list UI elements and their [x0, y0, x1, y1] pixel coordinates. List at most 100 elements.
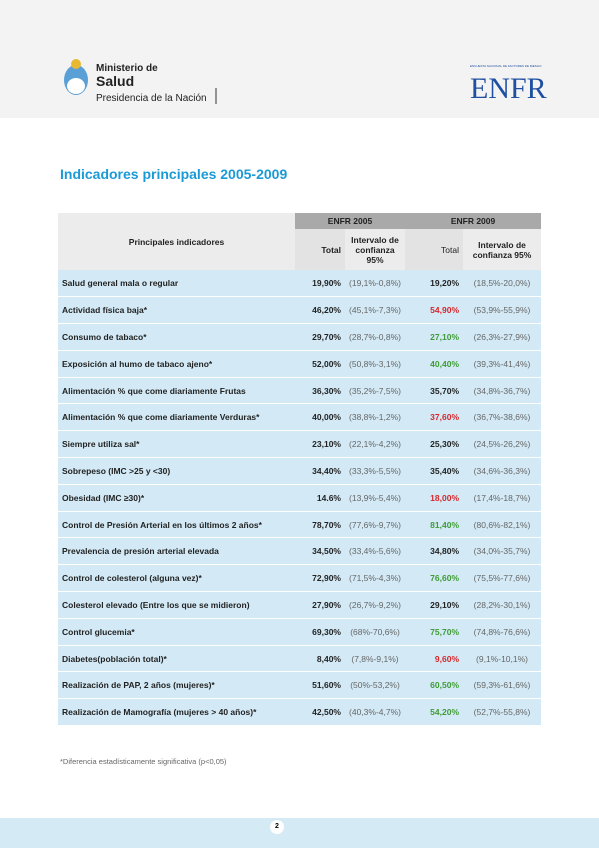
emblem-inner: [67, 78, 85, 94]
table-row: Alimentación % que come diariamente Frut…: [58, 377, 542, 405]
enfr-logo: ENFR: [470, 72, 547, 105]
indicator: Colesterol elevado (Entre los que se mid…: [58, 591, 295, 619]
ic-2005: (33,4%-5,6%): [345, 537, 406, 566]
total-2009: 27,10%: [405, 323, 464, 351]
indicator: Alimentación % que come diariamente Verd…: [58, 403, 295, 432]
total-2005: 46,20%: [295, 296, 345, 325]
table-row: Colesterol elevado (Entre los que se mid…: [58, 591, 542, 619]
indicator: Diabetes(población total)*: [58, 645, 295, 673]
total-2005: 72,90%: [295, 564, 345, 593]
ic-2009: (39,3%-41,4%): [463, 350, 542, 378]
emblem-sun: [71, 59, 81, 69]
table-row: Obesidad (IMC ≥30)* 14.6% (13,9%-5,4%) 18,0…: [58, 484, 542, 512]
ic-2009: (18,5%-20,0%): [463, 270, 542, 298]
ic-2005: (50,8%-3,1%): [345, 350, 406, 378]
group-2005: ENFR 2005: [295, 213, 406, 229]
total-2009: 18,00%: [405, 484, 464, 512]
total-2005: 8,40%: [295, 645, 345, 673]
ic-2005: (26,7%-9,2%): [345, 591, 406, 619]
indicator: Prevalencia de presión arterial elevada: [58, 537, 295, 566]
total-2009: 54,20%: [405, 698, 464, 727]
ic-2005: (22,1%-4,2%): [345, 430, 406, 459]
ic-2005: (38,8%-1,2%): [345, 403, 406, 432]
table-row: Control de colesterol (alguna vez)* 72,90…: [58, 564, 542, 593]
ic-2009: Intervalo de confianza 95%: [463, 229, 542, 270]
total-2009: 19,20%: [405, 270, 464, 298]
table-row: Prevalencia de presión arterial elevada 3…: [58, 537, 542, 566]
total-2005: 27,90%: [295, 591, 345, 619]
total-2005: 14.6%: [295, 484, 345, 512]
total-2005: 78,70%: [295, 511, 345, 539]
ic-2005: (71,5%-4,3%): [345, 564, 406, 593]
total-2009: 81,40%: [405, 511, 464, 539]
total-2009: 34,80%: [405, 537, 464, 566]
table-body: Salud general mala o regular 19,90% (19,1%…: [58, 270, 542, 727]
total-2005: 69,30%: [295, 618, 345, 646]
ic-2005: (7,8%-9,1%): [345, 645, 406, 673]
ic-2005: (33,3%-5,5%): [345, 457, 406, 485]
total-2005: 19,90%: [295, 270, 345, 298]
ic-2005: (35,2%-7,5%): [345, 377, 406, 405]
total-2005: 42,50%: [295, 698, 345, 727]
indicator: Realización de Mamografía (mujeres > 40 …: [58, 698, 295, 727]
group-2009: ENFR 2009: [405, 213, 542, 229]
ic-2009: (34,0%-35,7%): [463, 537, 542, 566]
ic-2009: (34,6%-36,3%): [463, 457, 542, 485]
ministry-line3: Presidencia de la Nación: [96, 93, 207, 104]
indicator: Sobrepeso (IMC >25 y <30): [58, 457, 295, 485]
table-row: Siempre utiliza sal* 23,10% (22,1%-4,2%) 25…: [58, 430, 542, 459]
total-2005: 23,10%: [295, 430, 345, 459]
total-2005: 36,30%: [295, 377, 345, 405]
total-2009: 75,70%: [405, 618, 464, 646]
total-2005: 52,00%: [295, 350, 345, 378]
table-row: Control glucemia* 69,30% (68%-70,6%) 75,70%…: [58, 618, 542, 646]
table-row: Control de Presión Arterial en los últim…: [58, 511, 542, 539]
footnote: *Diferencia estadísticamente significati…: [60, 757, 227, 766]
table-row: Alimentación % que come diariamente Verd…: [58, 403, 542, 432]
indicator: Control glucemia*: [58, 618, 295, 646]
ic-2009: (80,6%-82,1%): [463, 511, 542, 539]
table-row: Sobrepeso (IMC >25 y <30) 34,40% (33,3%-5,…: [58, 457, 542, 485]
ic-2005: (19,1%-0,8%): [345, 270, 406, 298]
page-number: 2: [270, 820, 284, 834]
ic-2005: (28,7%-0,8%): [345, 323, 406, 351]
indicators-table: Principales indicadores ENFR 2005 ENFR 2…: [58, 213, 542, 727]
ic-2009: (52,7%-55,8%): [463, 698, 542, 727]
indicator: Exposición al humo de tabaco ajeno*: [58, 350, 295, 378]
total-2009: 76,60%: [405, 564, 464, 593]
header-band: Ministerio de Salud Presidencia de la Na…: [0, 0, 599, 118]
ic-2009: (28,2%-30,1%): [463, 591, 542, 619]
total-2009: 35,40%: [405, 457, 464, 485]
ic-2009: (74,8%-76,6%): [463, 618, 542, 646]
ic-2009: (17,4%-18,7%): [463, 484, 542, 512]
total-2009: 54,90%: [405, 296, 464, 325]
table-row: Exposición al humo de tabaco ajeno* 52,00…: [58, 350, 542, 378]
ic-2005: (50%-53,2%): [345, 671, 406, 700]
indicator: Control de Presión Arterial en los últim…: [58, 511, 295, 539]
indicator: Siempre utiliza sal*: [58, 430, 295, 459]
ic-2005: (40,3%-4,7%): [345, 698, 406, 727]
ic-2009: (26,3%-27,9%): [463, 323, 542, 351]
total-2009: 29,10%: [405, 591, 464, 619]
total-2009: 9,60%: [405, 645, 464, 673]
total-2005: 34,40%: [295, 457, 345, 485]
indicator: Realización de PAP, 2 años (mujeres)*: [58, 671, 295, 700]
ministry-line2: Salud: [96, 73, 134, 89]
ic-2005: (13,9%-5,4%): [345, 484, 406, 512]
indicator: Obesidad (IMC ≥30)*: [58, 484, 295, 512]
total-2005: 34,50%: [295, 537, 345, 566]
ic-2009: (53,9%-55,9%): [463, 296, 542, 325]
ic-2005: (77,6%-9,7%): [345, 511, 406, 539]
enfr-small: ENCUESTA NACIONAL DE FACTORES DE RIESGO: [470, 64, 542, 68]
total-2009: 40,40%: [405, 350, 464, 378]
ic-2005: Intervalo de confianza 95%: [345, 229, 406, 270]
ic-2009: (24,5%-26,2%): [463, 430, 542, 459]
table-row: Realización de Mamografía (mujeres > 40 …: [58, 698, 542, 727]
total-2009: 37,60%: [405, 403, 464, 432]
total-2009: Total: [405, 229, 464, 270]
indicator: Actividad física baja*: [58, 296, 295, 325]
ministry-line1: Ministerio de: [96, 63, 158, 74]
table-row: Salud general mala o regular 19,90% (19,1%…: [58, 270, 542, 298]
footer-band: [0, 818, 599, 848]
